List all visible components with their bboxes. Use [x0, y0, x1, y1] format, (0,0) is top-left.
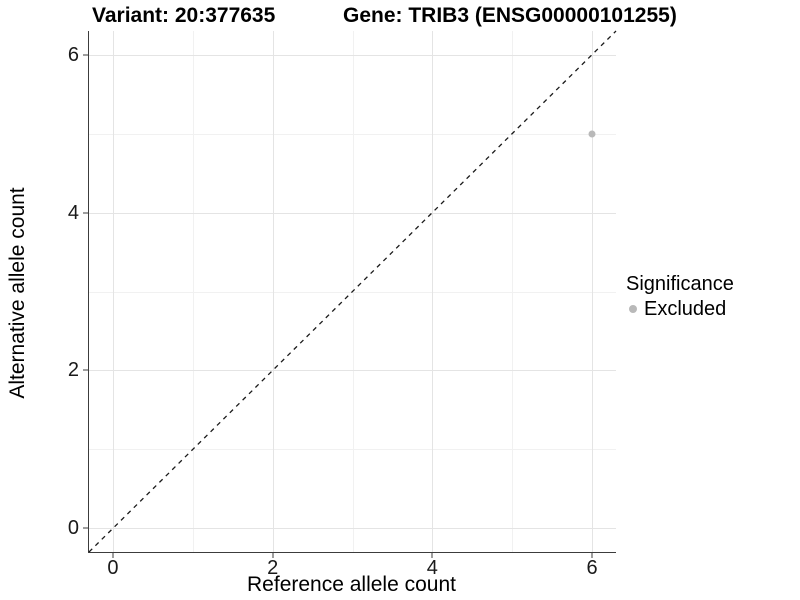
x-tick-label: 2 [267, 557, 279, 579]
major-gridline-y [89, 528, 616, 530]
x-axis-tick [591, 552, 593, 558]
major-gridline-x [272, 31, 274, 552]
legend: Significance Excluded [626, 272, 734, 321]
y-tick-label: 6 [67, 43, 79, 66]
x-axis-title: Reference allele count [247, 573, 456, 596]
legend-entry-label: Excluded [644, 298, 727, 320]
x-axis-tick [272, 552, 274, 558]
data-point [588, 130, 596, 138]
y-tick-label: 0 [67, 517, 79, 540]
y-tick-label: 2 [67, 359, 79, 382]
plot-panel: 0 2 4 6 0 2 4 6 [68, 30, 617, 579]
identity-line [88, 30, 617, 553]
y-axis-tick [83, 369, 89, 371]
major-gridline-y [89, 370, 616, 372]
legend-entry-excluded: Excluded [626, 297, 734, 321]
y-tick-label: 4 [67, 201, 79, 224]
gene-title: Gene: TRIB3 (ENSG00000101255) [343, 4, 677, 27]
y-axis-tick [83, 527, 89, 529]
major-gridline-y [89, 212, 616, 214]
y-axis-tick [83, 54, 89, 56]
minor-gridline-y [89, 133, 616, 135]
major-gridline-x [592, 31, 594, 552]
major-gridline-x [432, 31, 434, 552]
x-tick-label: 4 [426, 557, 438, 579]
major-gridline-y [89, 54, 616, 56]
minor-gridline-y [89, 449, 616, 451]
x-axis-tick [431, 552, 433, 558]
major-gridline-x [112, 31, 114, 552]
x-axis-tick [112, 552, 114, 558]
x-tick-label: 6 [586, 557, 598, 579]
legend-title: Significance [626, 273, 734, 295]
x-tick-label: 0 [107, 557, 119, 579]
variant-title: Variant: 20:377635 [92, 4, 276, 27]
legend-point-icon [629, 305, 637, 313]
y-axis-title: Alternative allele count [6, 187, 29, 399]
y-axis-tick [83, 212, 89, 214]
